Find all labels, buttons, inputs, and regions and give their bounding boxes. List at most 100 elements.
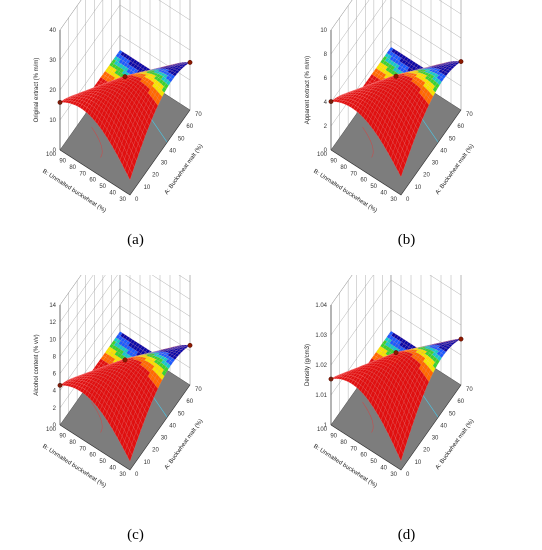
- z-gridline: [59, 0, 191, 61]
- z-axis-title: Original extract (% m/m): [34, 58, 40, 123]
- y-axis-title: B: Unmalted buckwheat (%): [312, 169, 378, 215]
- z-tick-label: 1.04: [315, 303, 327, 309]
- z-tick-label: 30: [49, 58, 56, 64]
- z-gridline: [59, 275, 191, 340]
- panel-label-a: (a): [127, 232, 144, 248]
- z-gridline: [330, 0, 462, 79]
- y-tick-label: 60: [89, 178, 96, 184]
- y-tick-label: 70: [350, 446, 357, 452]
- surface-cell: [398, 448, 404, 462]
- surface-plot-d: 11.011.021.031.0401020304050607030405060…: [305, 275, 475, 490]
- design-point: [187, 59, 193, 65]
- front-edges: [59, 109, 191, 196]
- z-tick-label: 8: [53, 354, 57, 360]
- surface-plot-a: 0102030400102030405060703040506070809010…: [34, 0, 204, 215]
- design-point: [187, 342, 193, 348]
- x-tick-label: 70: [195, 387, 202, 393]
- z-tick-label: 1: [324, 423, 328, 429]
- x-tick-label: 0: [406, 472, 410, 478]
- z-gridline: [59, 275, 191, 357]
- y-tick-label: 50: [370, 459, 377, 465]
- x-tick-label: 20: [152, 173, 159, 179]
- z-tick-label: 14: [49, 303, 56, 309]
- z-gridline: [330, 0, 353, 31]
- y-tick-label: 50: [370, 184, 377, 190]
- surface-cell: [127, 168, 133, 181]
- front-edges: [330, 109, 462, 196]
- y-tick-label: 40: [380, 466, 387, 472]
- x-tick-label: 20: [423, 448, 430, 454]
- x-tick-label: 0: [135, 472, 139, 478]
- design-point: [393, 73, 399, 79]
- y-axis-title: B: Unmalted buckwheat (%): [41, 169, 107, 215]
- front-edges: [330, 384, 462, 471]
- z-tick-label: 1.02: [315, 363, 327, 369]
- y-tick-label: 100: [317, 152, 328, 158]
- y-tick-label: 80: [340, 165, 347, 171]
- y-tick-label: 90: [59, 158, 66, 164]
- z-tick-label: 20: [49, 88, 56, 94]
- floor-contour: [91, 401, 103, 433]
- y-tick-label: 80: [69, 440, 76, 446]
- x-tick-label: 50: [449, 411, 456, 417]
- z-tick-label: 4: [53, 389, 57, 395]
- x-tick-label: 60: [186, 399, 193, 405]
- x-tick-label: 0: [135, 197, 139, 203]
- z-tick-label: 0: [53, 423, 57, 429]
- x-tick-label: 40: [169, 423, 176, 429]
- panel-label-d: (d): [397, 527, 416, 543]
- x-tick-label: 60: [186, 124, 193, 130]
- surface-cell: [127, 449, 133, 462]
- z-tick-label: 6: [324, 76, 328, 82]
- panel-d: 1 1.01 1.02 1.03 1.04 0 10 20 30 40 50 60 70 30 40 50 60…: [271, 275, 542, 550]
- x-tick-label: 40: [169, 148, 176, 154]
- x-tick-label: 30: [432, 161, 439, 167]
- z-tick-label: 2: [324, 124, 328, 130]
- response-surface: [330, 330, 462, 462]
- x-tick-label: 10: [144, 460, 151, 466]
- y-tick-label: 70: [79, 446, 86, 452]
- z-tick-label: 40: [49, 28, 56, 34]
- y-tick-label: 90: [330, 433, 337, 439]
- x-tick-label: 60: [457, 399, 464, 405]
- z-tick-label: 0: [324, 148, 328, 154]
- y-tick-label: 90: [330, 158, 337, 164]
- y-tick-label: 100: [46, 427, 57, 433]
- response-surface: [330, 46, 462, 178]
- y-tick-label: 40: [380, 191, 387, 197]
- front-edges: [59, 384, 191, 471]
- x-tick-label: 10: [415, 185, 422, 191]
- x-tick-label: 10: [144, 185, 151, 191]
- x-tick-label: 50: [449, 136, 456, 142]
- x-tick-label: 50: [178, 411, 185, 417]
- floor-contour: [91, 126, 103, 158]
- z-gridline: [59, 275, 82, 306]
- z-gridline: [330, 0, 462, 55]
- z-tick-label: 10: [49, 118, 56, 124]
- panel-a: 0 10 20 30 40 0 10 20 30 40 50 60 70 30 40 50 60 70 80 90 10…: [0, 0, 271, 275]
- z-tick-label: 2: [53, 406, 57, 412]
- x-tick-label: 70: [195, 112, 202, 118]
- y-axis-title: B: Unmalted buckwheat (%): [312, 444, 378, 490]
- floor-contour: [362, 401, 374, 433]
- y-tick-label: 50: [99, 459, 106, 465]
- y-tick-label: 30: [390, 197, 397, 203]
- y-tick-label: 100: [317, 427, 328, 433]
- z-tick-label: 1.01: [315, 393, 327, 399]
- design-point: [458, 59, 464, 64]
- x-tick-label: 40: [440, 423, 447, 429]
- y-tick-label: 90: [59, 433, 66, 439]
- y-tick-label: 30: [119, 197, 126, 203]
- y-tick-label: 60: [89, 453, 96, 459]
- z-gridline: [330, 275, 462, 336]
- y-axis-title: B: Unmalted buckwheat (%): [41, 444, 107, 490]
- z-tick-label: 12: [49, 320, 56, 326]
- x-tick-label: 60: [457, 124, 464, 130]
- y-tick-label: 30: [119, 472, 126, 478]
- panel-c: 0 2 4 6 8 10 12 14 0 10 20 30 40 50 60 70 30 40 50 60 70 80 90…: [0, 275, 271, 550]
- surface-plot-c: 0246810121401020304050607030405060708090…: [34, 275, 204, 490]
- design-point: [122, 357, 128, 363]
- panel-b: 0 2 4 6 8 10 0 10 20 30 40 50 60 70 30 40 50 60 70 80 90 100 A…: [271, 0, 542, 275]
- design-point: [458, 336, 464, 342]
- surface-plot-b: 024681001020304050607030405060708090100A…: [305, 0, 475, 215]
